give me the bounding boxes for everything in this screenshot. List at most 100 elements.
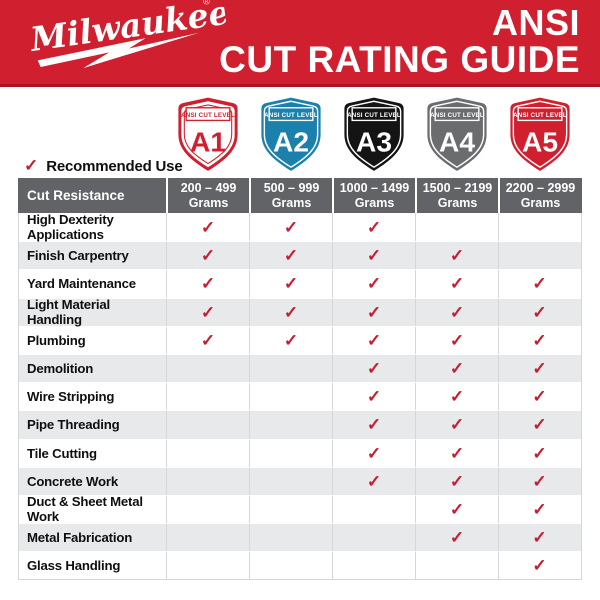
check-icon: ✓ xyxy=(366,471,382,491)
cell-a4: ✓ xyxy=(415,467,498,495)
row-label: Concrete Work xyxy=(27,473,118,489)
cell-a2: ✓ xyxy=(249,242,332,270)
table-body: High Dexterity Applications ✓ ✓ ✓ Finish Car… xyxy=(18,212,582,581)
row-label: Tile Cutting xyxy=(27,445,97,461)
svg-text:®: ® xyxy=(202,0,210,7)
table-row: Demolition ✓ ✓ ✓ xyxy=(19,353,581,383)
cell-a1 xyxy=(166,524,249,552)
cell-a4: ✓ xyxy=(415,524,498,552)
check-icon: ✓ xyxy=(449,499,465,519)
cell-a3: ✓ xyxy=(332,383,415,411)
row-label: Wire Stripping xyxy=(27,389,115,405)
cell-a4: ✓ xyxy=(415,298,498,326)
table-row: Light Material Handling ✓ ✓ ✓ ✓ ✓ xyxy=(19,297,581,328)
check-icon: ✓ xyxy=(449,274,465,294)
cell-a2: ✓ xyxy=(249,326,332,354)
check-icon: ✓ xyxy=(283,246,299,266)
cell-a5: ✓ xyxy=(498,467,580,495)
cell-a3: ✓ xyxy=(332,326,415,354)
row-label: Glass Handling xyxy=(27,558,121,574)
row-label: Metal Fabrication xyxy=(27,530,133,546)
check-icon: ✓ xyxy=(200,246,216,266)
cell-a1 xyxy=(166,383,249,411)
cell-a3: ✓ xyxy=(332,439,415,467)
table-header-cut-resistance: Cut Resistance xyxy=(27,187,125,203)
row-label: Light Material Handling xyxy=(27,297,110,328)
cell-a2 xyxy=(249,467,332,495)
cell-a2 xyxy=(249,495,332,524)
cut-level-badge-a1: ANSI CUT LEVEL A1 xyxy=(166,95,249,175)
svg-text:ANSI CUT LEVEL: ANSI CUT LEVEL xyxy=(181,112,235,119)
cell-a5: ✓ xyxy=(498,270,580,298)
top-banner: Milwaukee ® ANSI CUT RATING GUIDE xyxy=(0,0,600,87)
cell-a1 xyxy=(166,552,249,580)
cell-a5: ✓ xyxy=(498,495,580,524)
lightning-bolt-icon xyxy=(37,32,200,69)
check-icon: ✓ xyxy=(532,528,547,548)
cell-a3 xyxy=(332,495,415,524)
check-icon: ✓ xyxy=(366,443,382,463)
cell-a2 xyxy=(249,552,332,580)
check-icon: ✓ xyxy=(449,359,465,379)
cell-a4: ✓ xyxy=(415,354,498,383)
cell-a2 xyxy=(249,524,332,552)
svg-text:A4: A4 xyxy=(439,126,475,157)
check-icon: ✓ xyxy=(532,274,547,294)
check-icon: ✓ xyxy=(283,274,299,294)
cell-a1: ✓ xyxy=(166,326,249,354)
row-label: Demolition xyxy=(27,361,94,377)
check-icon: ✓ xyxy=(283,330,299,350)
cut-level-badge-a4: ANSI CUT LEVEL A4 xyxy=(415,95,498,175)
check-icon: ✓ xyxy=(532,471,547,491)
check-icon: ✓ xyxy=(449,302,465,322)
table-header-col-a3: 1000 – 1499 Grams xyxy=(332,178,415,213)
svg-text:ANSI CUT LEVEL: ANSI CUT LEVEL xyxy=(513,112,567,119)
cell-a1 xyxy=(166,411,249,439)
row-label: Plumbing xyxy=(27,332,86,348)
cell-a5: ✓ xyxy=(498,439,580,467)
cell-a3: ✓ xyxy=(332,411,415,439)
check-icon: ✓ xyxy=(532,499,547,519)
svg-text:A2: A2 xyxy=(273,126,309,157)
cell-a1: ✓ xyxy=(166,298,249,326)
cell-a3: ✓ xyxy=(332,467,415,495)
banner-title-line2: CUT RATING GUIDE xyxy=(219,39,580,81)
check-icon: ✓ xyxy=(366,330,382,350)
cell-a4: ✓ xyxy=(415,383,498,411)
cell-a1 xyxy=(166,467,249,495)
check-icon: ✓ xyxy=(449,528,465,548)
cell-a1: ✓ xyxy=(166,270,249,298)
cell-a4: ✓ xyxy=(415,242,498,270)
check-icon: ✓ xyxy=(200,330,216,350)
cell-a1: ✓ xyxy=(166,213,249,242)
table-row: Finish Carpentry ✓ ✓ ✓ ✓ xyxy=(19,241,581,270)
cell-a3: ✓ xyxy=(332,298,415,326)
cell-a5: ✓ xyxy=(498,411,580,439)
check-icon: ✓ xyxy=(366,387,382,407)
check-icon: ✓ xyxy=(200,274,216,294)
check-icon: ✓ xyxy=(200,217,216,237)
check-icon: ✓ xyxy=(532,556,547,576)
cell-a2 xyxy=(249,354,332,383)
table-row: Pipe Threading ✓ ✓ ✓ xyxy=(19,410,581,439)
table-row: Glass Handling ✓ xyxy=(19,551,581,580)
check-icon: ✓ xyxy=(283,217,299,237)
check-icon: ✓ xyxy=(449,471,465,491)
svg-text:A5: A5 xyxy=(522,126,558,157)
check-icon: ✓ xyxy=(532,302,547,322)
cell-a4 xyxy=(415,213,498,242)
banner-title-line1: ANSI xyxy=(491,2,580,43)
cell-a2: ✓ xyxy=(249,270,332,298)
cell-a1 xyxy=(166,495,249,524)
milwaukee-logo: Milwaukee ® xyxy=(23,0,232,87)
cell-a5 xyxy=(498,213,580,242)
recommended-use-legend: ✓ Recommended Use xyxy=(24,156,183,176)
cell-a5: ✓ xyxy=(498,326,580,354)
cell-a4: ✓ xyxy=(415,270,498,298)
svg-text:ANSI CUT LEVEL: ANSI CUT LEVEL xyxy=(347,112,401,119)
table-row: Wire Stripping ✓ ✓ ✓ xyxy=(19,382,581,411)
cell-a2: ✓ xyxy=(249,298,332,326)
table-row: Tile Cutting ✓ ✓ ✓ xyxy=(19,438,581,467)
cell-a3 xyxy=(332,524,415,552)
